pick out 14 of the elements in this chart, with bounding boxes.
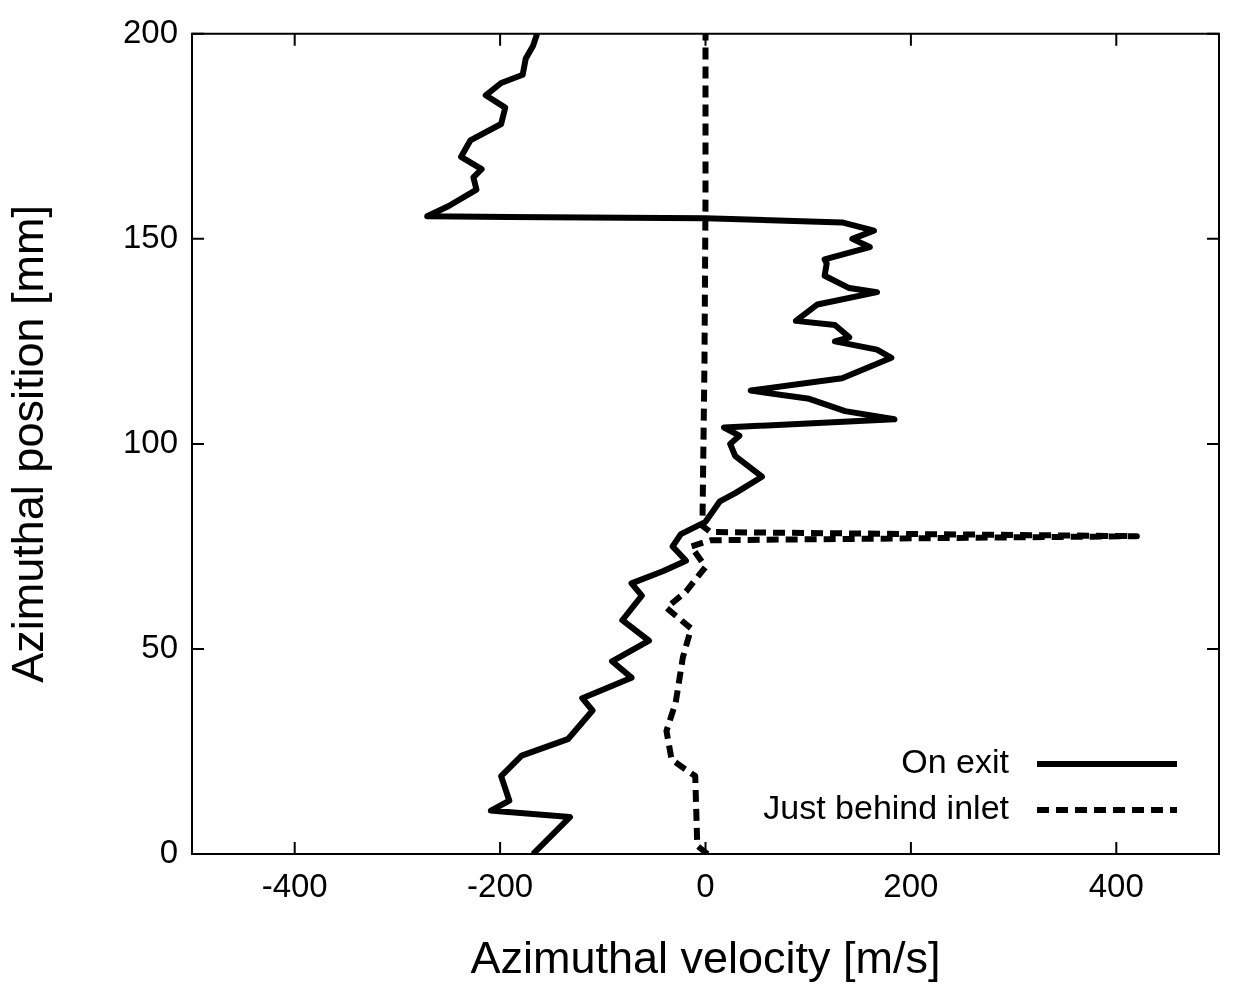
y-tick-label: 0 [159, 833, 178, 871]
x-tick-label: -200 [467, 866, 534, 904]
y-tick-label: 50 [141, 628, 178, 666]
y-tick-label: 150 [122, 217, 178, 255]
legend-label: Just behind inlet [763, 788, 1010, 827]
x-tick-label: -400 [261, 866, 328, 904]
x-tick-label: 200 [883, 866, 939, 904]
legend-label: On exit [901, 742, 1010, 781]
x-tick-label: 0 [696, 866, 715, 904]
x-tick-label: 400 [1088, 866, 1144, 904]
y-axis-title: Azimuthal position [mm] [2, 205, 54, 683]
x-axis-title: Azimuthal velocity [m/s] [470, 932, 941, 984]
y-tick-label: 100 [122, 422, 178, 460]
y-tick-label: 200 [122, 12, 178, 50]
